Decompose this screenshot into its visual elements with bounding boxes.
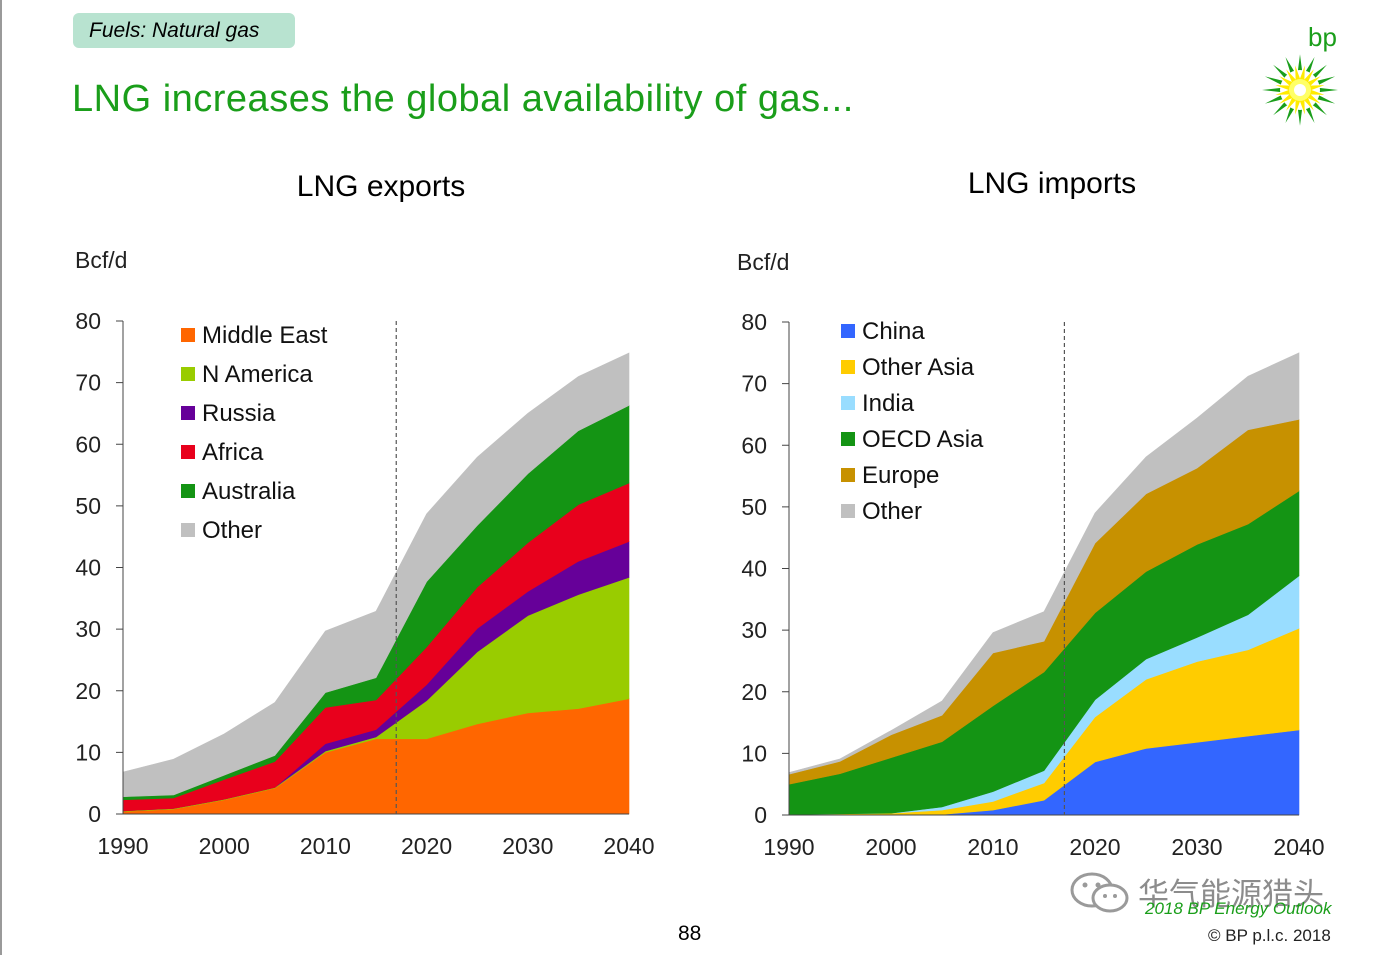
legend-swatch: [181, 484, 195, 498]
y-tick-label: 0: [88, 801, 101, 827]
y-tick-label: 0: [754, 802, 767, 828]
y-tick-label: 40: [741, 556, 767, 582]
legend-label: Other: [202, 517, 262, 544]
area-other: [122, 352, 630, 798]
source-label: 2018 BP Energy Outlook: [1145, 899, 1332, 918]
x-tick-label: 2020: [401, 833, 452, 859]
y-tick-label: 10: [741, 740, 767, 766]
y-tick-label: 20: [741, 679, 767, 705]
left-border: [0, 0, 2, 955]
bp-logo-text: bp: [1308, 22, 1337, 52]
legend-label: Other: [862, 498, 922, 525]
legend-label: China: [862, 318, 925, 345]
legend-swatch: [181, 523, 195, 537]
y-tick-label: 50: [75, 493, 101, 519]
x-tick-label: 2000: [865, 834, 916, 860]
y-tick-label: 70: [741, 371, 767, 397]
legend-label: OECD Asia: [862, 426, 984, 453]
legend-swatch: [841, 432, 855, 446]
y-tick-label: 80: [75, 308, 101, 334]
x-tick-label: 2030: [502, 833, 553, 859]
page-title: LNG increases the global availability of…: [72, 78, 854, 120]
y-tick-label: 30: [741, 617, 767, 643]
legend-swatch: [181, 328, 195, 342]
x-tick-label: 2040: [1273, 834, 1324, 860]
area-other: [788, 352, 1300, 775]
section-badge: Fuels: Natural gas: [73, 13, 295, 48]
legend-label: Other Asia: [862, 354, 975, 381]
legend-swatch: [841, 324, 855, 338]
page-number: 88: [678, 922, 702, 945]
y-tick-label: 10: [75, 739, 101, 765]
y-tick-label: 60: [75, 431, 101, 457]
legend-label: Africa: [202, 439, 264, 466]
legend-swatch: [841, 396, 855, 410]
y-tick-label: 30: [75, 616, 101, 642]
wechat-icon: [1070, 872, 1129, 913]
y-tick-label: 20: [75, 678, 101, 704]
legend-swatch: [841, 468, 855, 482]
y-tick-label: 80: [741, 309, 767, 335]
legend-swatch: [181, 367, 195, 381]
x-tick-label: 2000: [199, 833, 250, 859]
legend-label: India: [862, 390, 915, 417]
x-tick-label: 2020: [1069, 834, 1120, 860]
x-tick-label: 2040: [603, 833, 654, 859]
copyright: © BP p.l.c. 2018: [1208, 926, 1331, 945]
legend-swatch: [841, 504, 855, 518]
legend-label: Russia: [202, 400, 276, 427]
x-tick-label: 1990: [97, 833, 148, 859]
legend-label: N America: [202, 361, 313, 388]
x-tick-label: 2010: [300, 833, 351, 859]
y-tick-label: 60: [741, 432, 767, 458]
legend-label: Middle East: [202, 322, 328, 349]
legend-swatch: [841, 360, 855, 374]
chart-title: LNG exports: [297, 170, 465, 203]
y-tick-label: 40: [75, 555, 101, 581]
y-tick-label: 50: [741, 494, 767, 520]
chart-title: LNG imports: [968, 167, 1136, 200]
y-tick-label: 70: [75, 370, 101, 396]
legend-swatch: [181, 445, 195, 459]
legend-label: Australia: [202, 478, 296, 505]
x-tick-label: 2030: [1171, 834, 1222, 860]
watermark-text: 华气能源猎头: [1138, 877, 1324, 912]
legend-label: Europe: [862, 462, 939, 489]
legend-swatch: [181, 406, 195, 420]
y-axis-unit: Bcf/d: [737, 249, 789, 275]
x-tick-label: 1990: [763, 834, 814, 860]
x-tick-label: 2010: [967, 834, 1018, 860]
bp-helios-logo-icon: [1262, 54, 1338, 126]
y-axis-unit: Bcf/d: [75, 247, 127, 273]
